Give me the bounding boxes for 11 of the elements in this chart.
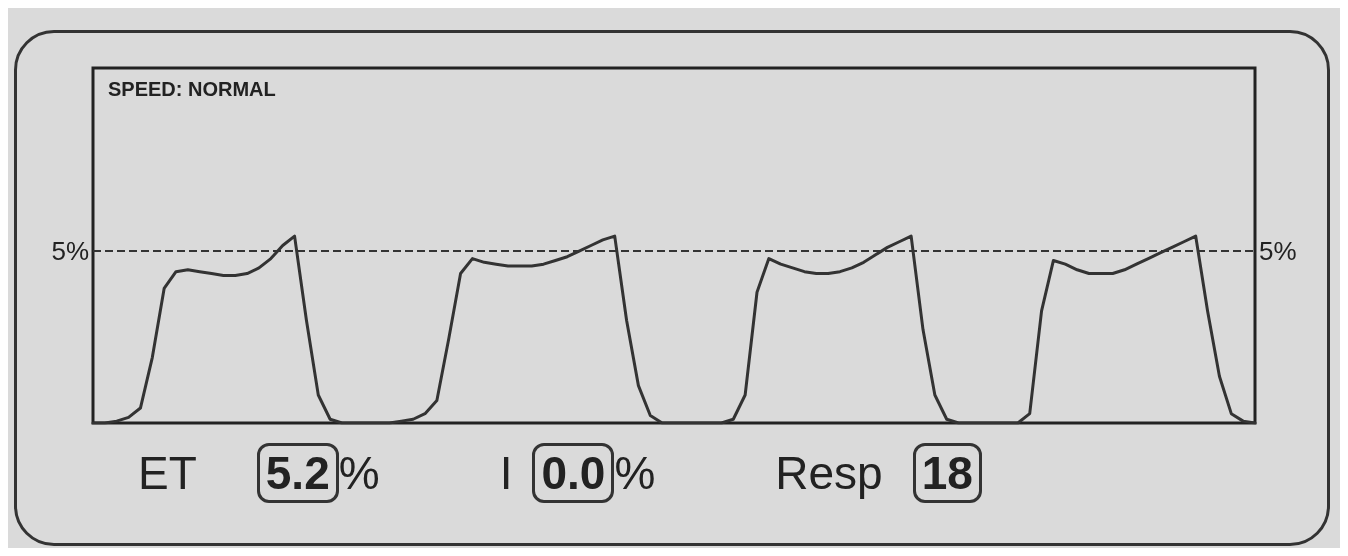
text: Resp — [775, 446, 883, 500]
text: 0.0 — [532, 443, 615, 503]
text: % — [338, 446, 380, 500]
text: I — [499, 446, 513, 500]
text: % — [614, 446, 656, 500]
text: 18 — [912, 443, 982, 503]
text: SPEED: NORMAL — [108, 78, 276, 101]
text: ET — [138, 446, 197, 500]
text: 5% — [51, 236, 89, 267]
text: 5.2 — [256, 443, 339, 503]
text: 5% — [1259, 236, 1297, 267]
